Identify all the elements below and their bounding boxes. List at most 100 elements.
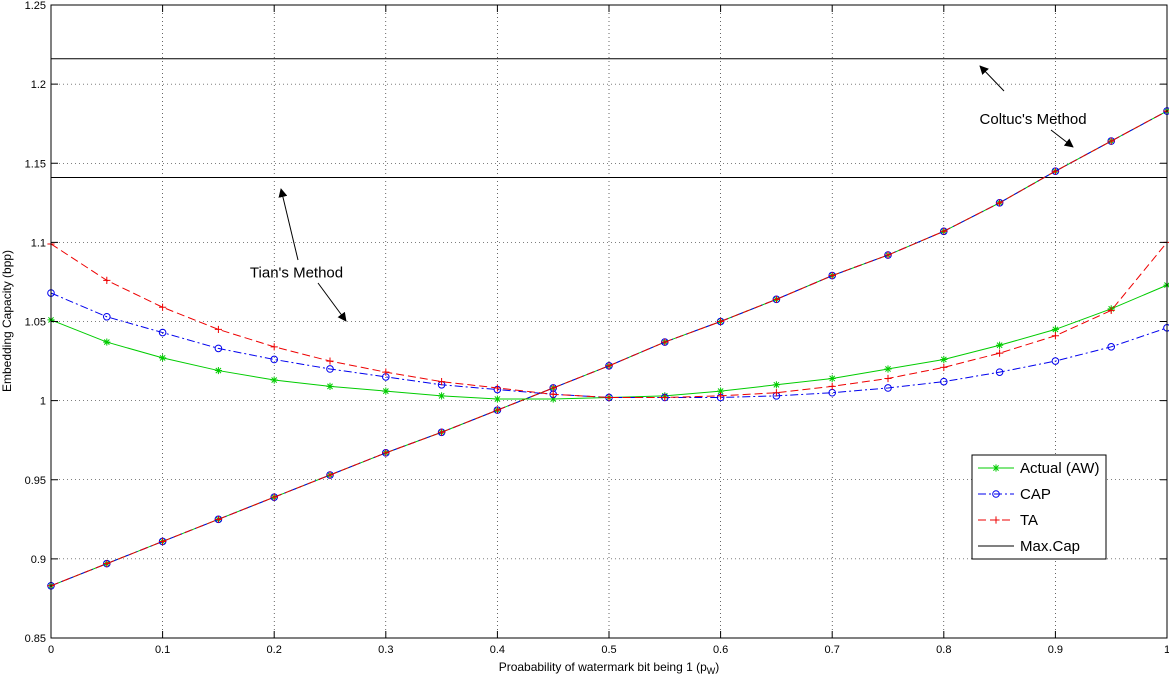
ta-point (270, 343, 278, 351)
annotation-coltuc-arrow-down (1050, 129, 1074, 148)
cap-point (158, 328, 167, 337)
ta-point (382, 368, 390, 376)
y-axis-title: Embedding Capacity (bpp) (0, 250, 14, 392)
rising-ta-point (772, 295, 780, 303)
legend-box (971, 454, 1107, 560)
x-tick-label: 0.6 (713, 644, 728, 656)
axis-ticks: 0 0.1 0.2 0.3 0.4 0.5 0.6 0.7 0.8 0.9 1 0.85 0.9 0.95… (25, 0, 1169, 656)
max-cap-lines (51, 58, 1167, 178)
cap-point (1107, 343, 1115, 351)
actual-aw-point (326, 382, 334, 390)
legend-label-actual-aw: Actual (AW) (1020, 460, 1099, 477)
rising-ta-point (884, 251, 892, 259)
ta-line (50, 242, 1168, 398)
rising-ta-point (828, 272, 836, 280)
ta-point (214, 325, 222, 334)
actual-aw-point (884, 365, 892, 373)
rising-ta-point (605, 362, 613, 370)
y-tick-label: 0.85 (25, 633, 46, 645)
ta-point (159, 303, 167, 311)
rising-ta-point (326, 471, 334, 479)
actual-aw-point (382, 387, 390, 395)
y-tick-label: 1.05 (25, 317, 46, 329)
rising-ta-point (940, 227, 948, 235)
y-tick-label: 1.2 (31, 79, 46, 91)
legend-marker-actual-aw (992, 464, 1000, 472)
cap-point (940, 377, 948, 386)
actual-aw-point (828, 374, 836, 383)
annotation-tian: Tian's Method (250, 264, 343, 281)
legend-marker-cap (992, 490, 1000, 498)
rising-ta-point (717, 317, 725, 326)
x-axis-title-subscript: W (707, 666, 716, 676)
actual-aw-point (772, 381, 780, 389)
x-axis-title: Proabability of watermark bit being 1 (p… (499, 660, 720, 676)
actual-aw-point (940, 355, 948, 364)
ta-point (605, 393, 613, 402)
ta-point (717, 392, 725, 400)
x-tick-label: 0.1 (155, 644, 170, 656)
actual-aw-point (549, 395, 557, 403)
x-tick-label: 0.8 (936, 644, 951, 656)
cap-point (214, 344, 223, 353)
ta-point (828, 382, 836, 390)
actual-aw-point (270, 376, 278, 384)
rising-ta-point (382, 449, 390, 457)
x-tick-label: 0 (48, 644, 54, 656)
ta-point (493, 384, 501, 392)
annotation-coltuc: Coltuc's Method (980, 111, 1087, 128)
x-tick-label: 0.2 (267, 644, 282, 656)
annotation-tian-arrow-up (278, 188, 299, 261)
x-tick-label: 0.9 (1048, 644, 1063, 656)
actual-aw-point (103, 338, 111, 346)
x-tick-label: 0.4 (490, 644, 505, 656)
ta-point (1051, 332, 1059, 340)
legend-label-ta: TA (1020, 512, 1038, 529)
x-tick-label: 0.5 (601, 644, 616, 656)
ta-point (772, 389, 780, 397)
x-tick-label: 0.3 (378, 644, 393, 656)
y-tick-label: 0.95 (25, 475, 46, 487)
cap-point (326, 365, 334, 373)
actual-aw-point (438, 392, 446, 400)
ta-point (661, 393, 669, 402)
annotation-tian-arrow-down (317, 282, 347, 322)
cap-point (995, 368, 1004, 376)
actual-aw-point (493, 395, 501, 403)
legend-label-max-cap: Max.Cap (1020, 538, 1080, 555)
actual-aw-point (159, 354, 167, 362)
legend-label-cap: CAP (1020, 486, 1051, 503)
cap-line (50, 292, 1168, 398)
x-axis-title-main: Proabability of watermark bit being 1 (p (499, 660, 707, 674)
rising-ta-point (270, 493, 278, 501)
ta-point (940, 363, 948, 371)
cap-point (884, 384, 892, 392)
x-tick-label: 1 (1164, 644, 1169, 656)
actual-aw-point (717, 387, 725, 395)
legend: Actual (AW) CAP TA Max.Cap (971, 454, 1107, 560)
rising-ta-point (159, 537, 167, 546)
actual-aw-point (996, 341, 1004, 349)
ta-point (438, 378, 446, 386)
ta-point (1107, 306, 1115, 315)
y-tick-label: 1.15 (25, 158, 46, 170)
cap-point (270, 355, 279, 364)
cap-point (103, 312, 111, 321)
annotation-coltuc-arrow-up (979, 65, 1005, 92)
legend-marker-ta (992, 516, 1000, 524)
ta-point (549, 390, 557, 398)
rising-ta-point (493, 406, 501, 414)
rising-ta-line (50, 110, 1168, 587)
x-axis-title-suffix: ) (715, 660, 719, 674)
y-tick-label: 1.25 (25, 0, 46, 12)
ta-point (996, 349, 1004, 357)
y-tick-label: 1.1 (31, 237, 46, 249)
rising-ta-point (1107, 137, 1115, 145)
data-series (47, 107, 1169, 590)
rising-ta-point (103, 560, 111, 568)
rising-ta-point (438, 428, 446, 436)
actual-aw-point (214, 366, 222, 375)
cap-point (1051, 357, 1060, 365)
rising-ta-point (549, 384, 557, 392)
